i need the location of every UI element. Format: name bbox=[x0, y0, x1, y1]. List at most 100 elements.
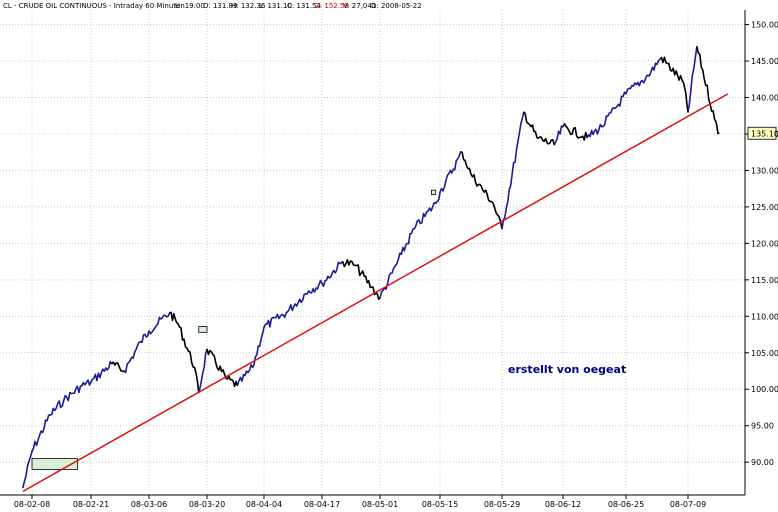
x-tick-label: 08-04-04 bbox=[246, 500, 282, 508]
price-point bbox=[562, 126, 564, 128]
y-tick-label: 110.00 bbox=[751, 312, 778, 321]
price-segment bbox=[435, 192, 441, 204]
price-point bbox=[435, 202, 437, 204]
price-point bbox=[206, 348, 208, 350]
price-segment bbox=[601, 91, 627, 128]
trendline-line bbox=[22, 93, 729, 493]
y-tick-label: 105.00 bbox=[751, 349, 778, 358]
price-segment bbox=[321, 260, 344, 287]
price-segment bbox=[696, 46, 716, 120]
x-tick-label: 08-02-21 bbox=[73, 500, 109, 508]
price-segment bbox=[111, 361, 125, 373]
price-point bbox=[123, 370, 125, 372]
price-point bbox=[379, 297, 381, 299]
annotation-text: erstellt von oegeat bbox=[508, 363, 626, 376]
price-point bbox=[553, 144, 555, 146]
header-symbol: CL - CRUDE OIL CONTINUOUS - Intraday 60 … bbox=[3, 2, 185, 10]
price-point bbox=[63, 399, 65, 401]
price-point bbox=[148, 330, 150, 332]
last-price-box bbox=[747, 126, 777, 140]
price-point bbox=[687, 111, 689, 113]
price-segment bbox=[687, 46, 698, 113]
price-segment bbox=[81, 379, 92, 386]
price-segment bbox=[400, 228, 415, 255]
price-segment bbox=[225, 375, 239, 388]
price-segment bbox=[553, 125, 564, 146]
price-segment bbox=[523, 111, 538, 138]
x-tick-label: 08-05-01 bbox=[362, 500, 398, 508]
price-point bbox=[439, 191, 441, 193]
price-segment bbox=[177, 323, 195, 369]
price-point bbox=[586, 137, 588, 139]
annotation-boxes bbox=[31, 189, 437, 470]
price-point bbox=[470, 173, 472, 175]
y-tick-label: 90.00 bbox=[751, 458, 774, 467]
header-field: V: 27,041 bbox=[343, 2, 376, 10]
price-point bbox=[713, 118, 716, 120]
y-tick-label: 125.00 bbox=[751, 203, 778, 212]
y-tick-label: 140.00 bbox=[751, 94, 778, 103]
price-segment bbox=[22, 450, 33, 488]
price-point bbox=[492, 202, 494, 204]
y-tick-label: 115.00 bbox=[751, 276, 778, 285]
y-tick-label: 150.00 bbox=[751, 21, 778, 30]
price-segment bbox=[371, 286, 381, 300]
annotation-box bbox=[31, 458, 78, 470]
price-segment bbox=[501, 111, 525, 229]
price-segment bbox=[307, 279, 323, 294]
x-tick-label: 08-03-20 bbox=[189, 500, 225, 508]
price-point bbox=[140, 341, 142, 343]
price-segment bbox=[50, 399, 65, 416]
x-tick-label: 08-05-15 bbox=[422, 500, 458, 508]
price-point bbox=[523, 111, 525, 113]
price-point bbox=[169, 312, 171, 314]
price-segment bbox=[206, 348, 227, 379]
price-point bbox=[536, 137, 538, 139]
header-field: O: 131.89 bbox=[203, 2, 237, 10]
price-segment bbox=[586, 123, 603, 138]
price-segment bbox=[413, 201, 436, 230]
price-segment bbox=[470, 173, 494, 204]
grid-lines bbox=[0, 10, 745, 495]
annotation-box bbox=[198, 326, 208, 333]
price-segment bbox=[236, 364, 254, 386]
price-series bbox=[22, 45, 720, 489]
price-point bbox=[225, 377, 227, 379]
annotation-box bbox=[431, 189, 437, 195]
price-point bbox=[22, 487, 24, 489]
price-point bbox=[601, 126, 603, 128]
price-point bbox=[308, 290, 310, 292]
price-point bbox=[371, 286, 373, 288]
price-point bbox=[111, 363, 113, 365]
price-point bbox=[461, 151, 463, 153]
price-segment bbox=[90, 360, 113, 383]
price-segment bbox=[263, 312, 288, 328]
price-point bbox=[625, 93, 627, 95]
x-tick-label: 08-03-06 bbox=[131, 500, 167, 508]
price-point bbox=[193, 366, 196, 368]
price-segment bbox=[169, 311, 179, 325]
price-point bbox=[31, 450, 33, 452]
price-segment bbox=[31, 414, 51, 452]
price-segment bbox=[63, 384, 83, 402]
chart-header: CL - CRUDE OIL CONTINUOUS - Intraday 60 … bbox=[3, 2, 422, 10]
price-segment bbox=[461, 152, 472, 175]
price-point bbox=[263, 326, 265, 328]
price-segment bbox=[148, 312, 171, 335]
y-tick-label: 130.00 bbox=[751, 166, 778, 175]
price-point bbox=[90, 381, 92, 383]
y-tick-label: 100.00 bbox=[751, 385, 778, 394]
x-tick-label: 08-07-09 bbox=[670, 500, 706, 508]
x-tick-label: 08-06-25 bbox=[608, 500, 644, 508]
axes: 90.00 95.00 100.00 105.00 110.00 115.00 120.00… bbox=[0, 10, 778, 509]
price-segment bbox=[123, 341, 141, 374]
price-segment bbox=[562, 122, 588, 141]
price-segment bbox=[625, 74, 649, 95]
price-segment bbox=[713, 118, 720, 135]
price-point bbox=[342, 261, 344, 263]
last-price-label: 135.10 bbox=[751, 129, 778, 138]
price-point bbox=[81, 385, 83, 387]
price-point bbox=[177, 323, 179, 325]
